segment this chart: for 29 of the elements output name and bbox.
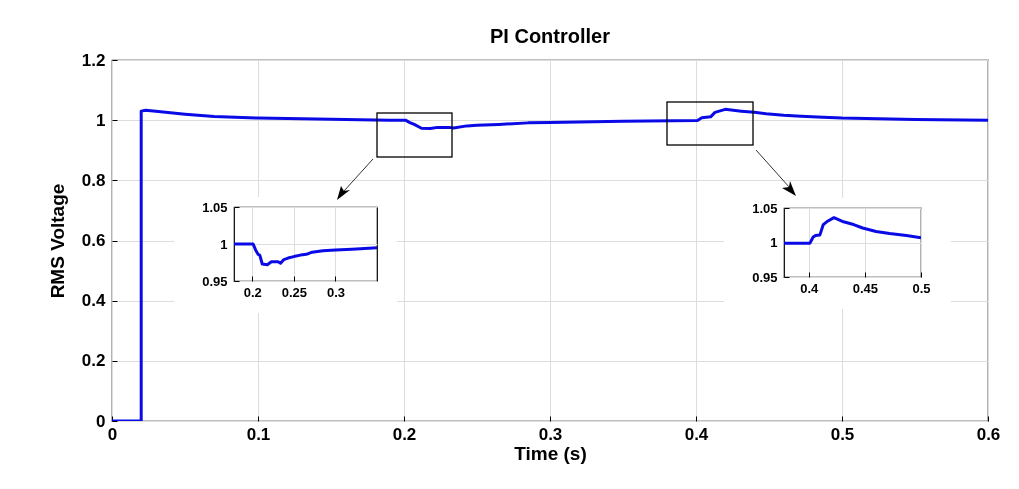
x-tick-label: 0.5: [830, 424, 855, 444]
x-axis-title: Time (s): [514, 442, 587, 464]
y-tick-label: 1.2: [81, 50, 106, 70]
y-tick-label: 0: [96, 411, 106, 431]
x-tick-label: 0.2: [243, 284, 262, 300]
y-tick-label: 1: [220, 236, 228, 252]
chart-title: PI Controller: [489, 25, 611, 47]
x-tick-label: 0.6: [976, 424, 1001, 444]
line-series: [784, 216, 921, 245]
y-tick-label: 0.2: [81, 351, 106, 371]
y-tick-label: 0.95: [202, 273, 228, 289]
y-tick-label: 1: [770, 235, 778, 250]
y-axis-title: RMS Voltage: [46, 183, 68, 299]
x-tick-label: 0.4: [800, 280, 820, 296]
y-tick-label: 0.8: [81, 170, 106, 190]
x-tick-label: 0.25: [281, 284, 308, 300]
y-tick-label: 1.05: [202, 199, 228, 215]
y-tick-label: 1: [96, 110, 106, 130]
x-tick-label: 0.45: [852, 280, 879, 296]
y-tick-label: 1.05: [752, 200, 778, 216]
y-tick-label: 0.6: [81, 231, 106, 250]
x-tick-label: 0.5: [912, 280, 931, 296]
x-tick-label: 0.3: [538, 424, 563, 444]
x-tick-label: 0.3: [326, 284, 345, 300]
x-tick-label: 0.2: [392, 424, 417, 444]
x-tick-label: 0.1: [246, 424, 271, 444]
line-series: [234, 242, 377, 267]
x-tick-label: 0.4: [684, 424, 709, 444]
y-tick-label: 0.95: [752, 269, 778, 285]
